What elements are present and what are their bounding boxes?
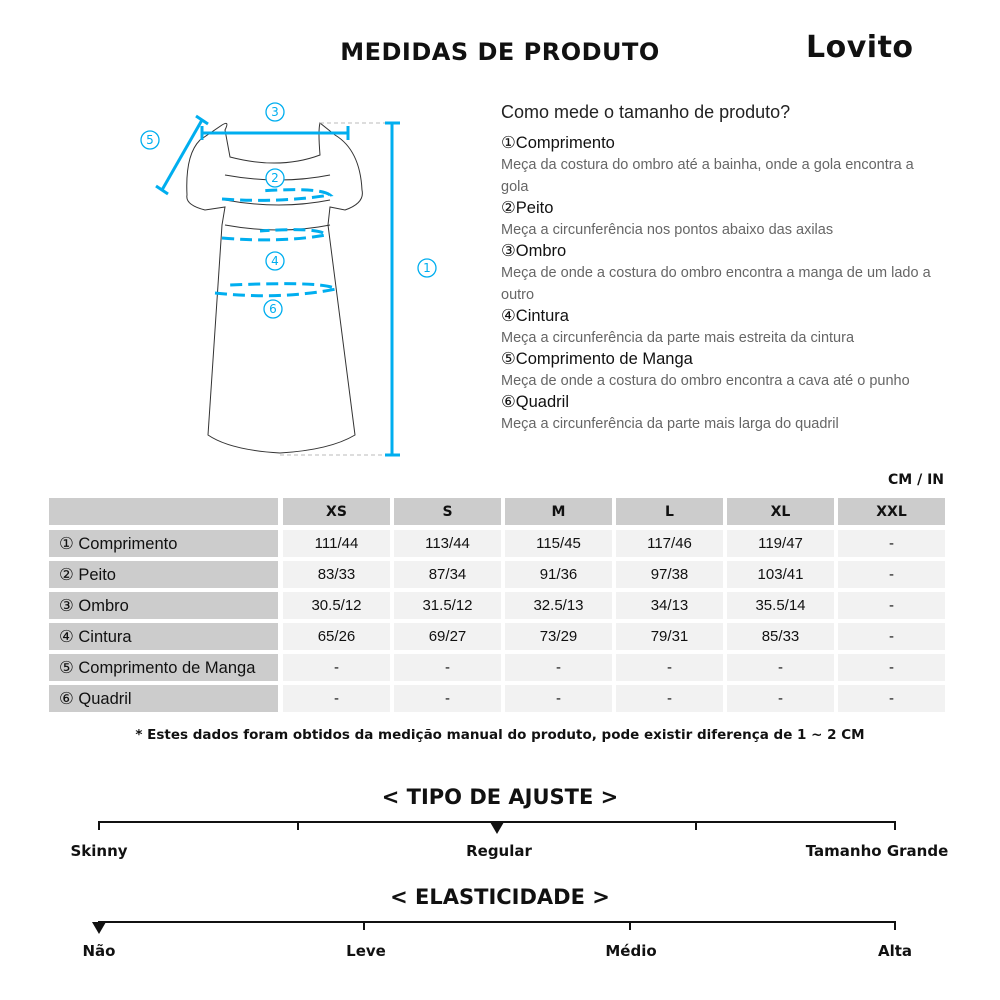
waist-line [221,228,329,242]
size-header-xs: XS [283,498,390,525]
size-header-l: L [616,498,723,525]
page-title: MEDIDAS DE PRODUTO [340,38,660,66]
table-cell: - [505,685,612,712]
elasticity-label: Leve [346,942,386,960]
fit-label: Tamanho Grande [805,842,949,860]
measurement-note: * Estes dados foram obtidos da medição m… [135,727,865,743]
svg-text:6: 6 [269,302,277,316]
fit-tick [297,821,299,830]
row-label: ① Comprimento [49,530,278,557]
measure-guide-heading: Como mede o tamanho de produto? [501,102,791,122]
row-label: ② Peito [49,561,278,588]
svg-text:2: 2 [271,171,279,185]
guide-desc: Meça a circunferência da parte mais estr… [501,330,855,346]
table-cell: 119/47 [727,530,834,557]
guide-desc: Meça de onde a costura do ombro encontra… [501,265,931,303]
table-cell: 113/44 [394,530,501,557]
table-cell: - [838,654,945,681]
guide-desc: Meça da costura do ombro até a bainha, o… [501,157,914,195]
table-cell: - [394,654,501,681]
size-header-m: M [505,498,612,525]
table-cell: 65/26 [283,623,390,650]
elasticity-tick [363,921,365,930]
chest-line [221,188,334,202]
row-label: ③ Ombro [49,592,278,619]
table-cell: 83/33 [283,561,390,588]
elasticity-label: Médio [605,942,657,960]
table-cell: 111/44 [283,530,390,557]
svg-text:5: 5 [146,133,154,147]
unit-label: CM / IN [888,472,944,488]
size-header-xl: XL [727,498,834,525]
svg-text:3: 3 [271,105,279,119]
sleeve-line [160,119,204,191]
table-cell: 30.5/12 [283,592,390,619]
fit-type-title: < TIPO DE AJUSTE > [381,785,619,809]
table-cell: 117/46 [616,530,723,557]
dress-outline [186,122,363,454]
table-cell: 79/31 [616,623,723,650]
table-cell: - [727,654,834,681]
table-cell: 97/38 [616,561,723,588]
table-cell: 73/29 [505,623,612,650]
table-header-corner [49,498,278,525]
guide-title: ⑤Comprimento de Manga [501,350,693,368]
table-cell: - [616,654,723,681]
row-label: ⑤ Comprimento de Manga [49,654,278,681]
table-cell: - [838,561,945,588]
table-cell: 85/33 [727,623,834,650]
elasticity-title: < ELASTICIDADE > [390,885,610,909]
brand-logo: Lovito [806,30,914,65]
guide-desc: Meça a circunferência nos pontos abaixo … [501,222,834,238]
guide-desc: Meça a circunferência da parte mais larg… [501,416,839,432]
elasticity-label: Não [82,942,116,960]
fit-tick [98,821,100,830]
measure-guide-list: ①Comprimento Meça da costura do ombro at… [501,133,931,435]
guide-title: ①Comprimento [501,134,615,152]
elasticity-tick [894,921,896,930]
table-cell: 32.5/13 [505,592,612,619]
table-cell: - [394,685,501,712]
dress-measurement-diagram: 3 5 2 4 6 1 [140,102,437,457]
table-cell: - [838,685,945,712]
table-cell: - [616,685,723,712]
hip-line [214,282,340,298]
size-header-s: S [394,498,501,525]
size-header-xxl: XXL [838,498,945,525]
elasticity-scale-line [99,921,896,923]
table-cell: - [505,654,612,681]
fit-label: Regular [466,842,532,860]
table-cell: - [838,592,945,619]
table-cell: 31.5/12 [394,592,501,619]
guide-title: ②Peito [501,199,554,217]
elasticity-indicator-icon [92,922,106,934]
guide-title: ④Cintura [501,307,569,325]
table-cell: - [727,685,834,712]
fit-tick [695,821,697,830]
guide-desc: Meça de onde a costura do ombro encontra… [501,373,910,389]
svg-text:1: 1 [423,261,431,275]
row-label: ⑥ Quadril [49,685,278,712]
table-cell: - [283,654,390,681]
table-cell: - [283,685,390,712]
table-cell: - [838,623,945,650]
guide-title: ⑥Quadril [501,393,569,411]
elasticity-label: Alta [877,942,913,960]
guide-title: ③Ombro [501,242,567,260]
row-label: ④ Cintura [49,623,278,650]
table-cell: - [838,530,945,557]
elasticity-tick [629,921,631,930]
svg-text:4: 4 [271,254,279,268]
fit-label: Skinny [70,842,128,860]
fit-tick [894,821,896,830]
table-cell: 35.5/14 [727,592,834,619]
table-cell: 87/34 [394,561,501,588]
fit-indicator-icon [490,822,504,834]
table-cell: 34/13 [616,592,723,619]
table-cell: 69/27 [394,623,501,650]
table-cell: 115/45 [505,530,612,557]
table-cell: 91/36 [505,561,612,588]
table-cell: 103/41 [727,561,834,588]
